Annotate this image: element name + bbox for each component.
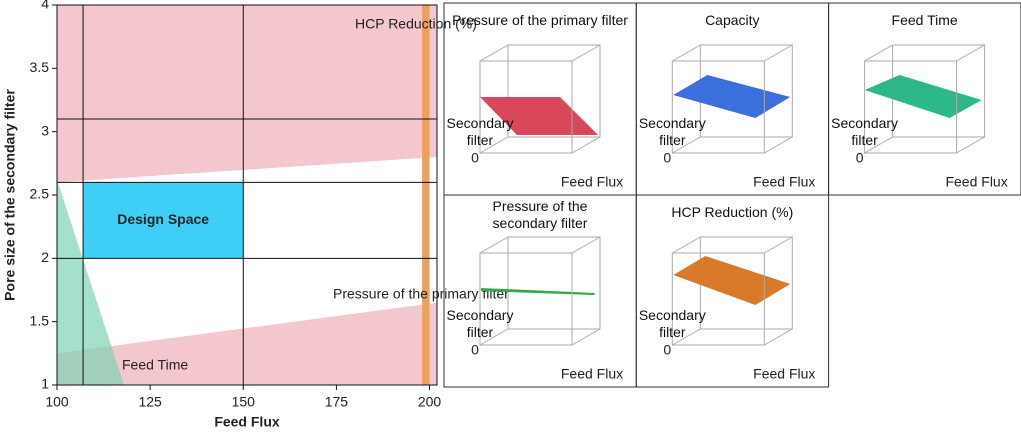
- region-label: Feed Time: [122, 357, 188, 373]
- panel-title: Pressure of the primary filter: [452, 12, 628, 28]
- origin-tick: 0: [471, 150, 479, 166]
- cube-edge: [864, 136, 893, 154]
- panel-title: Pressure of the secondary filter: [492, 198, 588, 231]
- cube-edge: [672, 44, 701, 62]
- cube-edge: [479, 136, 509, 154]
- cube-edge: [956, 44, 985, 62]
- panel-title: Capacity: [705, 12, 760, 28]
- cube-edge: [671, 252, 765, 346]
- cube-edge: [672, 136, 701, 154]
- cube-edge: [479, 328, 509, 346]
- axis-label: Feed Flux: [561, 174, 623, 190]
- cube-edge: [571, 328, 601, 346]
- cube-edge: [956, 136, 985, 154]
- y-tick-label: 4: [41, 0, 49, 12]
- origin-tick: 0: [471, 342, 479, 358]
- surface-plane: [673, 75, 791, 118]
- x-tick-label: 175: [325, 394, 349, 410]
- x-tick-label: 125: [138, 394, 162, 410]
- region: [422, 5, 430, 385]
- panel-frame: [635, 194, 830, 388]
- y-axis-title: Pore size of the secondary filter: [2, 89, 18, 301]
- cube-edge: [479, 60, 573, 154]
- cube-edge: [507, 236, 601, 330]
- cube-edge: [571, 236, 601, 254]
- cube-edge: [764, 44, 793, 62]
- cube-edge: [671, 60, 765, 154]
- design-space: [83, 182, 244, 259]
- cube-edge: [672, 328, 701, 346]
- origin-tick: 0: [856, 150, 864, 166]
- cube-edge: [571, 44, 601, 62]
- design-space-label: Design Space: [117, 211, 209, 227]
- cube-edge: [479, 44, 509, 62]
- x-tick-label: 200: [418, 394, 442, 410]
- surface-plane: [864, 75, 982, 118]
- surface-plane: [480, 97, 598, 135]
- axis-label: Feed Flux: [753, 366, 815, 382]
- cube-edge: [672, 236, 701, 254]
- cube-edge: [764, 236, 793, 254]
- y-tick-label: 2.5: [30, 186, 50, 202]
- x-tick-label: 100: [45, 394, 69, 410]
- y-tick-label: 3: [41, 122, 49, 138]
- y-tick-label: 2: [41, 249, 49, 265]
- axis-label: Secondary filter: [831, 115, 899, 148]
- region: [57, 302, 437, 385]
- axis-label: Feed Flux: [753, 174, 815, 190]
- cube-edge: [571, 136, 601, 154]
- axis-label: Feed Flux: [561, 366, 623, 382]
- cube-edge: [764, 328, 793, 346]
- origin-tick: 0: [663, 150, 671, 166]
- x-tick-label: 150: [232, 394, 256, 410]
- axis-label: Feed Flux: [945, 174, 1007, 190]
- panel-title: Feed Time: [891, 12, 958, 28]
- panel-title: HCP Reduction (%): [671, 204, 794, 220]
- cube-edge: [864, 44, 893, 62]
- region: [57, 179, 125, 385]
- cube-edge: [507, 44, 601, 138]
- cube-edge: [479, 236, 509, 254]
- x-axis-title: Feed Flux: [214, 414, 280, 430]
- axis-label: Secondary filter: [638, 307, 706, 340]
- surface-plane: [481, 288, 595, 295]
- cube-edge: [764, 136, 793, 154]
- region-label: Pressure of the primary filter: [333, 286, 509, 302]
- y-tick-label: 3.5: [30, 59, 50, 75]
- y-tick-label: 1.5: [30, 312, 50, 328]
- origin-tick: 0: [663, 342, 671, 358]
- axis-label: Secondary filter: [446, 307, 514, 340]
- cube-edge: [479, 252, 573, 346]
- y-tick-label: 1: [41, 376, 49, 392]
- surface-plane: [673, 256, 791, 305]
- axis-label: Secondary filter: [446, 115, 514, 148]
- cube-edge: [864, 60, 958, 154]
- region-label: HCP Reduction (%): [355, 16, 477, 32]
- axis-label: Secondary filter: [638, 115, 706, 148]
- region: [57, 5, 437, 183]
